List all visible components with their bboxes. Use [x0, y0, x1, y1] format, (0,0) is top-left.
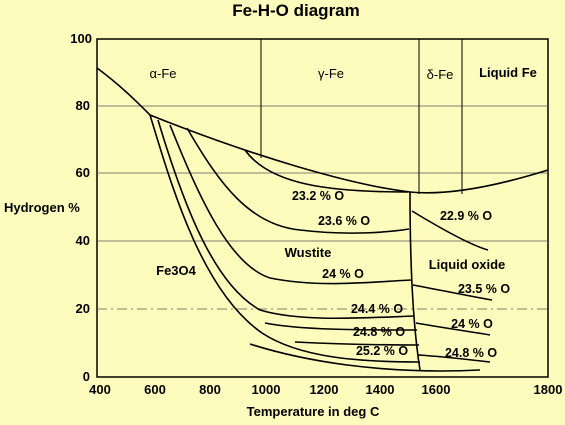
y-axis: 0 20 40 60 80 100 Hydrogen %	[4, 31, 92, 384]
oxygen-label-24-8: 24.8 % O	[353, 325, 405, 339]
oxygen-label-23-6: 23.6 % O	[318, 214, 370, 228]
curve-22-9	[411, 210, 489, 251]
fe3o4-wustite-boundary	[149, 114, 421, 363]
oxygen-label-22-9: 22.9 % O	[440, 209, 492, 223]
y-tick-label: 80	[76, 98, 90, 113]
x-tick-label: 800	[199, 382, 221, 397]
wustite-liquid-boundary	[409, 191, 421, 371]
gamma-fe-label: γ-Fe	[318, 66, 344, 81]
x-axis: 400 600 800 1000 1200 1400 1600 1800 Tem…	[89, 382, 562, 419]
curve-24-8-liquid	[417, 354, 491, 363]
oxygen-label-24-0: 24 % O	[322, 267, 364, 281]
oxygen-label-24-4: 24.4 % O	[351, 302, 403, 316]
curve-25-2	[294, 341, 420, 346]
x-tick-label: 1400	[366, 382, 395, 397]
phase-labels: α-Fe γ-Fe δ-Fe Liquid Fe Fe3O4 Wustite L…	[149, 65, 536, 278]
curve-24-0	[169, 124, 412, 285]
liquid-oxide-label: Liquid oxide	[429, 257, 506, 272]
delta-fe-label: δ-Fe	[427, 67, 454, 82]
liquid-fe-label: Liquid Fe	[479, 65, 537, 80]
oxygen-label-23-2: 23.2 % O	[292, 189, 344, 203]
curve-23-6	[186, 127, 410, 234]
curve-24-8	[264, 322, 418, 331]
curve-23-2	[244, 149, 409, 193]
oxygen-label-24-liquid: 24 % O	[451, 317, 493, 331]
curve-23-5	[412, 284, 493, 301]
curve-24-4	[157, 119, 415, 320]
y-axis-label: Hydrogen %	[4, 200, 80, 215]
bottom-curve	[249, 343, 481, 372]
upper-boundary-curve	[149, 114, 549, 194]
wustite-label: Wustite	[285, 245, 332, 260]
curve-24-liquid	[415, 322, 491, 336]
alpha-fe-label: α-Fe	[149, 66, 176, 81]
curves	[96, 67, 549, 372]
y-tick-label: 100	[70, 31, 92, 46]
fe3o4-label: Fe3O4	[156, 263, 197, 278]
x-tick-label: 1200	[310, 382, 339, 397]
x-tick-label: 600	[144, 382, 166, 397]
plot-area	[96, 38, 549, 378]
y-tick-label: 60	[76, 165, 90, 180]
y-tick-label: 0	[83, 369, 90, 384]
x-tick-label: 400	[89, 382, 111, 397]
diagram-title: Fe-H-O diagram	[232, 1, 360, 20]
plot-frame	[96, 38, 549, 378]
oxygen-label-23-5: 23.5 % O	[458, 282, 510, 296]
upper-left-curve	[96, 67, 151, 116]
x-tick-label: 1800	[534, 382, 563, 397]
oxygen-labels: 23.2 % O 23.6 % O 24 % O 24.4 % O 24.8 %…	[292, 189, 510, 360]
x-axis-label: Temperature in deg C	[247, 404, 380, 419]
y-tick-label: 20	[76, 301, 90, 316]
oxygen-label-25-2: 25.2 % O	[356, 344, 408, 358]
x-tick-label: 1600	[422, 382, 451, 397]
y-tick-label: 40	[76, 233, 90, 248]
oxygen-label-24-8-liquid: 24.8 % O	[445, 346, 497, 360]
x-tick-label: 1000	[252, 382, 281, 397]
